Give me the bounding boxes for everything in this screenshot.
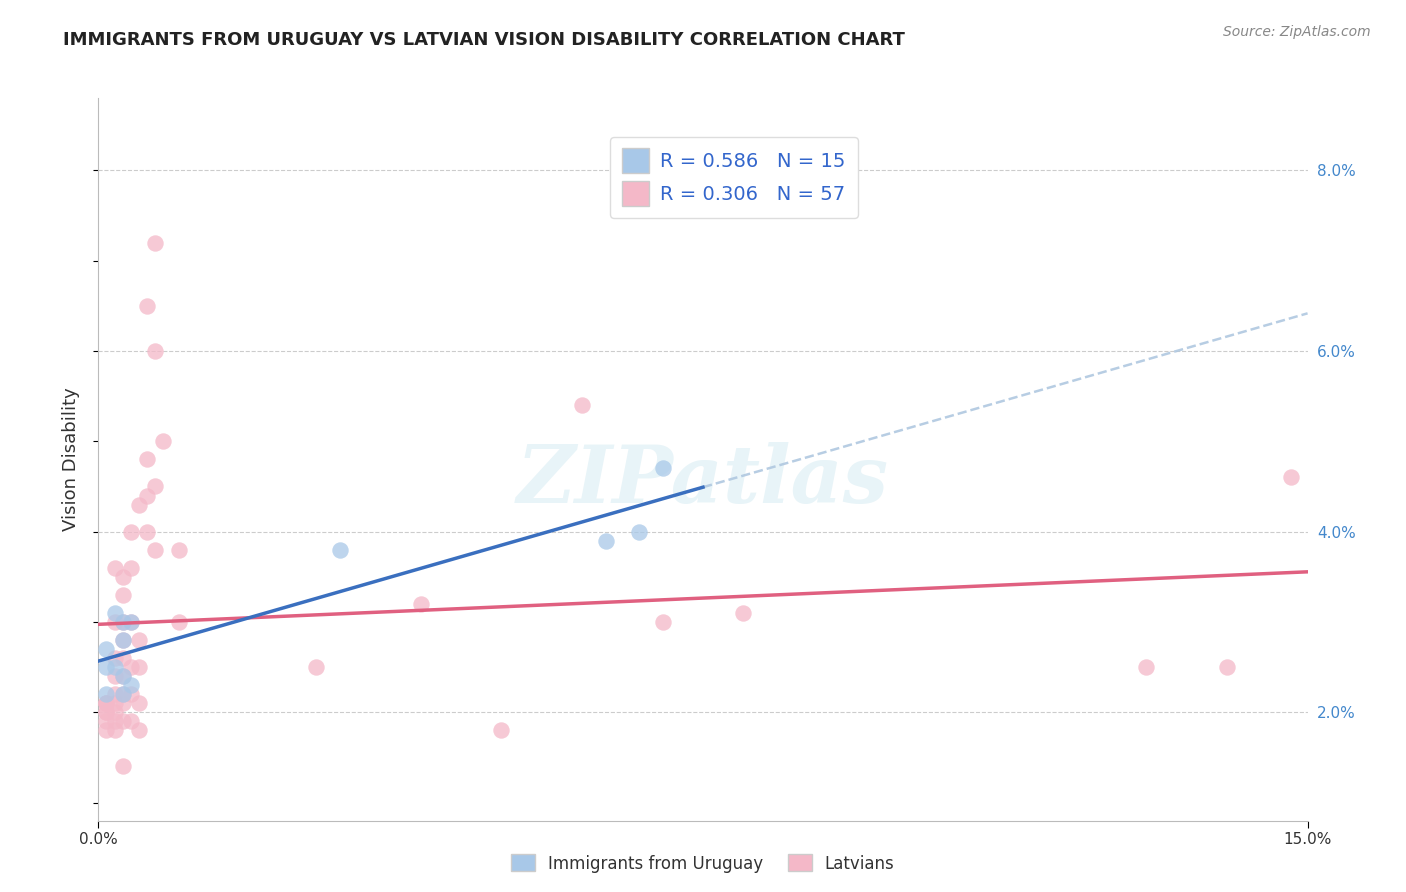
Point: [128, 633, 150, 648]
Point: [103, 669, 125, 683]
Point: [120, 615, 142, 629]
Point: [111, 633, 134, 648]
Point: [1281, 470, 1303, 484]
Point: [103, 651, 125, 665]
Point: [651, 461, 673, 475]
Point: [143, 235, 166, 250]
Point: [120, 524, 142, 539]
Point: [329, 542, 352, 557]
Point: [651, 615, 673, 629]
Point: [103, 561, 125, 575]
Point: [111, 570, 134, 584]
Y-axis label: Vision Disability: Vision Disability: [62, 387, 80, 532]
Point: [120, 561, 142, 575]
Point: [1135, 660, 1157, 674]
Point: [143, 542, 166, 557]
Point: [111, 759, 134, 773]
Point: [143, 479, 166, 493]
Point: [111, 687, 134, 701]
Point: [103, 687, 125, 701]
Point: [491, 723, 513, 738]
Point: [103, 696, 125, 710]
Text: Source: ZipAtlas.com: Source: ZipAtlas.com: [1223, 25, 1371, 39]
Point: [111, 669, 134, 683]
Point: [627, 524, 650, 539]
Point: [305, 660, 328, 674]
Point: [111, 651, 134, 665]
Point: [103, 723, 125, 738]
Point: [120, 714, 142, 729]
Point: [103, 660, 125, 674]
Point: [167, 542, 190, 557]
Point: [96, 696, 118, 710]
Point: [128, 660, 150, 674]
Point: [96, 642, 118, 657]
Point: [128, 696, 150, 710]
Point: [96, 705, 118, 719]
Point: [103, 606, 125, 620]
Point: [128, 723, 150, 738]
Point: [96, 723, 118, 738]
Point: [571, 398, 593, 412]
Point: [120, 687, 142, 701]
Point: [111, 714, 134, 729]
Point: [111, 687, 134, 701]
Point: [96, 714, 118, 729]
Point: [128, 498, 150, 512]
Point: [120, 660, 142, 674]
Point: [96, 687, 118, 701]
Point: [96, 660, 118, 674]
Point: [733, 606, 755, 620]
Point: [103, 615, 125, 629]
Point: [120, 615, 142, 629]
Legend: Immigrants from Uruguay, Latvians: Immigrants from Uruguay, Latvians: [505, 847, 901, 880]
Point: [111, 696, 134, 710]
Point: [167, 615, 190, 629]
Point: [111, 633, 134, 648]
Point: [96, 696, 118, 710]
Text: ZIPatlas: ZIPatlas: [517, 442, 889, 520]
Point: [111, 588, 134, 602]
Point: [111, 669, 134, 683]
Point: [135, 299, 157, 313]
Point: [111, 615, 134, 629]
Point: [120, 678, 142, 692]
Point: [111, 615, 134, 629]
Legend: R = 0.586   N = 15, R = 0.306   N = 57: R = 0.586 N = 15, R = 0.306 N = 57: [610, 136, 858, 218]
Point: [103, 714, 125, 729]
Point: [595, 533, 617, 548]
Point: [409, 597, 432, 611]
Point: [135, 489, 157, 503]
Text: IMMIGRANTS FROM URUGUAY VS LATVIAN VISION DISABILITY CORRELATION CHART: IMMIGRANTS FROM URUGUAY VS LATVIAN VISIO…: [63, 31, 905, 49]
Point: [143, 343, 166, 358]
Point: [135, 452, 157, 467]
Point: [152, 434, 174, 449]
Point: [96, 705, 118, 719]
Point: [1216, 660, 1239, 674]
Point: [103, 705, 125, 719]
Point: [96, 696, 118, 710]
Point: [135, 524, 157, 539]
